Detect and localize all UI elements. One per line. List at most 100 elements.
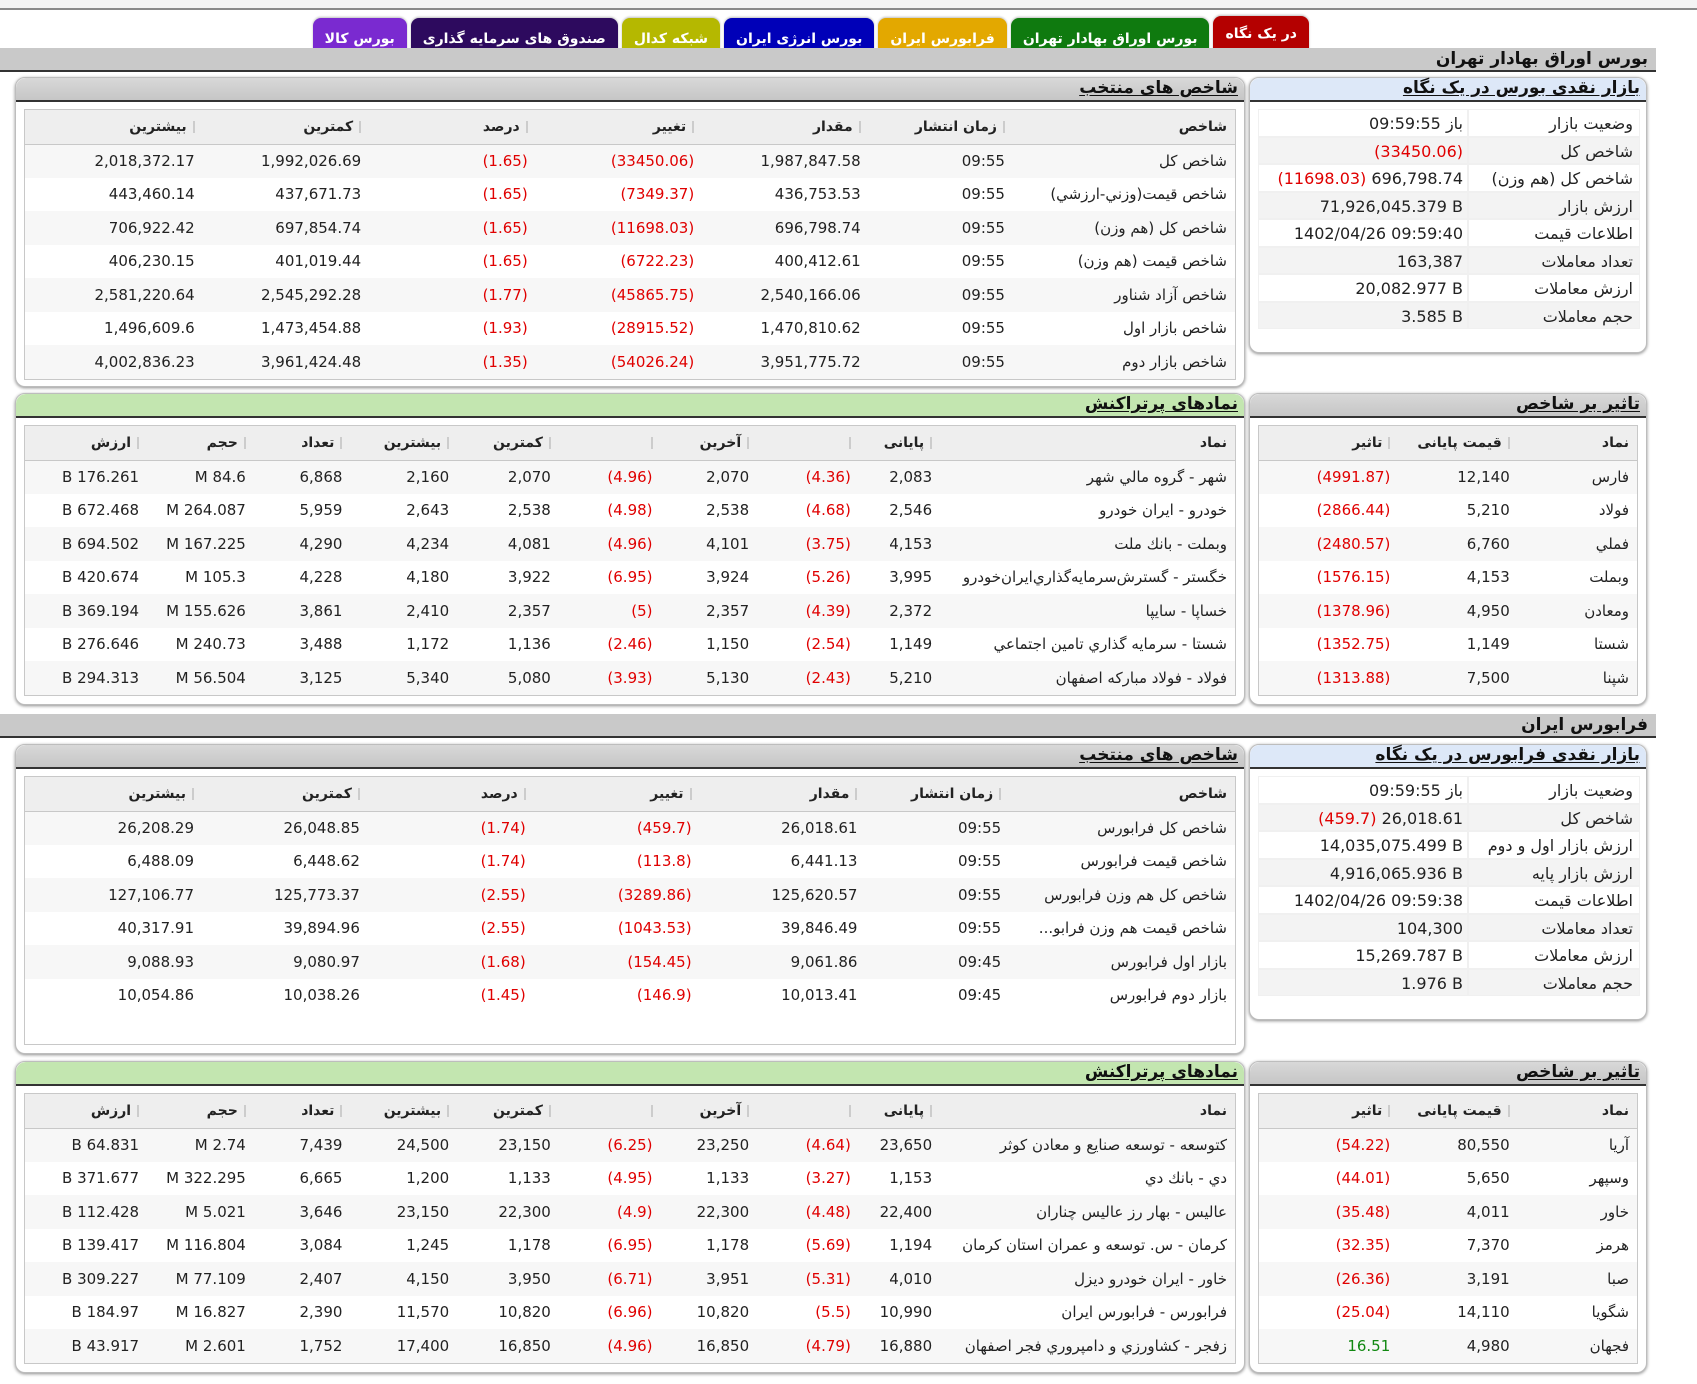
table-row[interactable]: فجهان 4,980 16.51	[1259, 1329, 1637, 1363]
table-row[interactable]: خاور 4,011 (35.48)	[1259, 1195, 1637, 1229]
column-header[interactable]: تعداد	[253, 426, 351, 461]
row-name-cell[interactable]: خودرو - ايران خودرو	[1099, 501, 1227, 520]
row-name-cell[interactable]: صبا	[1517, 1262, 1637, 1296]
column-header[interactable]: تغییر	[533, 777, 700, 812]
row-name-cell[interactable]: شهر - گروه مالي شهر	[940, 460, 1235, 494]
table-row[interactable]: وبملت - بانك ملت 4,153 (3.75) 4,101 (4.96) 4,…	[25, 527, 1235, 561]
row-name-cell[interactable]: شاخص کل (هم وزن)	[1012, 211, 1235, 245]
column-header[interactable]: شاخص	[1009, 777, 1235, 812]
column-header[interactable]: کمترین	[202, 110, 370, 145]
tab-codal[interactable]: شبکه کدال	[621, 18, 720, 50]
table-row[interactable]: شاخص بازار دوم 09:55 3,951,775.72 (54026.24…	[25, 345, 1235, 379]
column-header[interactable]: آخرین	[660, 1094, 758, 1129]
column-header[interactable]	[757, 1094, 859, 1129]
table-row[interactable]: شاخص بازار اول 09:55 1,470,810.62 (28915.52…	[25, 312, 1235, 346]
row-name-cell[interactable]: فجهان	[1517, 1329, 1637, 1363]
table-row[interactable]: شاخص قیمت فرابورس 09:55 6,441.13 (113.8) (1.…	[25, 845, 1235, 879]
tab-ifb[interactable]: فرابورس ایران	[878, 18, 1007, 50]
column-header[interactable]	[757, 426, 859, 461]
row-name-cell[interactable]: وسپهر	[1589, 1169, 1629, 1188]
table-row[interactable]: صبا 3,191 (26.36)	[1259, 1262, 1637, 1296]
column-header[interactable]: زمان انتشار	[868, 110, 1013, 145]
row-name-cell[interactable]: خاور - ايران خودرو ديزل	[940, 1262, 1235, 1296]
row-name-cell[interactable]: شاخص کل	[1012, 144, 1235, 178]
table-row[interactable]: بازار دوم فرابورس 09:45 10,013.41 (146.9) (1…	[25, 979, 1235, 1013]
row-name-cell[interactable]: شاخص کل هم وزن فرابورس	[1009, 878, 1235, 912]
row-name-cell[interactable]: دي - بانك دي	[1144, 1169, 1227, 1188]
table-row[interactable]: خودرو - ايران خودرو 2,546 (4.68) 2,538 (4.98…	[25, 494, 1235, 528]
column-header[interactable]: بیشترین	[25, 110, 203, 145]
row-name-cell[interactable]: بازار اول فرابورس	[1009, 945, 1235, 979]
column-header[interactable]: مقدار	[702, 110, 869, 145]
column-header[interactable]: مقدار	[699, 777, 866, 812]
column-header[interactable]: کمترین	[457, 426, 559, 461]
row-name-cell[interactable]: شگويا	[1591, 1303, 1629, 1322]
column-header[interactable]: قیمت پایانی	[1398, 1094, 1518, 1129]
table-row[interactable]: شاخص آزاد شناور 09:55 2,540,166.06 (45865.7…	[25, 278, 1235, 312]
table-row[interactable]: وبملت 4,153 (1576.15)	[1259, 561, 1637, 595]
tab-tehran-stock-exchange[interactable]: بورس اوراق بهادار تهران	[1010, 18, 1210, 50]
column-header[interactable]: حجم	[147, 426, 254, 461]
row-name-cell[interactable]: بازار دوم فرابورس	[1109, 986, 1227, 1005]
column-header[interactable]: نماد	[940, 1094, 1235, 1129]
table-row[interactable]: فارس 12,140 (4991.87)	[1259, 460, 1637, 494]
column-header[interactable]: کمترین	[457, 1094, 559, 1129]
row-name-cell[interactable]: شاخص قیمت فرابورس	[1080, 852, 1227, 871]
row-name-cell[interactable]: هرمز	[1596, 1236, 1630, 1255]
column-header[interactable]: درصد	[369, 110, 536, 145]
row-name-cell[interactable]: شاخص کل فرابورس	[1009, 811, 1235, 845]
table-row[interactable]: بازار اول فرابورس 09:45 9,061.86 (154.45) (1…	[25, 945, 1235, 979]
table-row[interactable]: شاخص کل فرابورس 09:55 26,018.61 (459.7) (1.7…	[25, 811, 1235, 845]
column-header[interactable]: قیمت پایانی	[1398, 426, 1518, 461]
row-name-cell[interactable]: فارس	[1517, 460, 1637, 494]
column-header[interactable]: نماد	[940, 426, 1235, 461]
column-header[interactable]	[558, 1094, 661, 1129]
column-header[interactable]: ارزش	[25, 426, 148, 461]
tab-energy-exchange[interactable]: بورس انرژی ایران	[724, 18, 875, 50]
row-name-cell[interactable]: زفجر - كشاورزي و دامپروري فجر اصفهان	[940, 1329, 1235, 1363]
row-name-cell[interactable]: كتوسعه - توسعه صنايع و معادن كوثر	[940, 1128, 1235, 1162]
column-header[interactable]: کمترین	[202, 777, 368, 812]
table-row[interactable]: آريا 80,550 (54.22)	[1259, 1128, 1637, 1162]
table-row[interactable]: خاور - ايران خودرو ديزل 4,010 (5.31) 3,951(…	[25, 1262, 1235, 1296]
row-name-cell[interactable]: فولاد - فولاد مباركه اصفهان	[940, 661, 1235, 695]
column-header[interactable]: بیشترین	[350, 426, 458, 461]
row-name-cell[interactable]: كرمان - س. توسعه و عمران استان كرمان	[962, 1236, 1227, 1255]
table-row[interactable]: شاخص قیمت(وزني-ارزشي) 09:55 436,753.53 (734…	[25, 178, 1235, 212]
column-header[interactable]: تعداد	[253, 1094, 351, 1129]
row-name-cell[interactable]: شاخص قیمت هم وزن فرابو...	[1038, 919, 1227, 938]
table-row[interactable]: خگستر - گسترش‌سرمايه‌گذاري‌ايران‌خودرو 3,…	[25, 561, 1235, 595]
table-row[interactable]: فملي 6,760 (2480.57)	[1259, 527, 1637, 561]
row-name-cell[interactable]: فرابورس - فرابورس ايران	[1061, 1303, 1227, 1322]
row-name-cell[interactable]: ومعادن	[1517, 594, 1637, 628]
table-row[interactable]: شاخص قیمت (هم وزن) 09:55 400,412.61 (6722.2…	[25, 245, 1235, 279]
column-header[interactable]: زمان انتشار	[865, 777, 1010, 812]
table-row[interactable]: ومعادن 4,950 (1378.96)	[1259, 594, 1637, 628]
tab-at-a-glance[interactable]: در یک نگاه	[1213, 16, 1309, 52]
table-row[interactable]: شگويا 14,110 (25.04)	[1259, 1296, 1637, 1330]
table-row[interactable]: شاخص کل هم وزن فرابورس 09:55 125,620.57 (32…	[25, 878, 1235, 912]
table-row[interactable]: خساپا - سايپا 2,372 (4.39) 2,357 (5) 2,357 2,4…	[25, 594, 1235, 628]
row-name-cell[interactable]: آريا	[1517, 1128, 1637, 1162]
table-row[interactable]: كرمان - س. توسعه و عمران استان كرمان 1,19…	[25, 1229, 1235, 1263]
column-header[interactable]: آخرین	[660, 426, 758, 461]
column-header[interactable]: نماد	[1517, 426, 1637, 461]
table-row[interactable]: شاخص کل 09:55 1,987,847.58 (33450.06) (1.65)…	[25, 144, 1235, 178]
table-row[interactable]: كتوسعه - توسعه صنايع و معادن كوثر 23,650(…	[25, 1128, 1235, 1162]
row-name-cell[interactable]: شستا	[1593, 635, 1629, 654]
table-row[interactable]: وسپهر 5,650 (44.01)	[1259, 1162, 1637, 1196]
tab-investment-funds[interactable]: صندوق های سرمایه گذاری	[410, 18, 618, 50]
row-name-cell[interactable]: شاخص آزاد شناور	[1012, 278, 1235, 312]
column-header[interactable]: حجم	[147, 1094, 254, 1129]
column-header[interactable]: ارزش	[25, 1094, 148, 1129]
column-header[interactable]: درصد	[367, 777, 534, 812]
table-row[interactable]: شستا - سرمايه گذاري تامين اجتماعي 1,149 (2…	[25, 628, 1235, 662]
table-row[interactable]: شپنا 7,500 (1313.88)	[1259, 661, 1637, 695]
row-name-cell[interactable]: وبملت	[1589, 568, 1629, 587]
table-row[interactable]: عاليس - بهار رز عاليس چناران 22,400 (4.48)…	[25, 1195, 1235, 1229]
column-header[interactable]: تاثیر	[1259, 1094, 1399, 1129]
row-name-cell[interactable]: خاور	[1517, 1195, 1637, 1229]
table-row[interactable]: هرمز 7,370 (32.35)	[1259, 1229, 1637, 1263]
column-header[interactable]	[558, 426, 661, 461]
row-name-cell[interactable]: فملي	[1517, 527, 1637, 561]
